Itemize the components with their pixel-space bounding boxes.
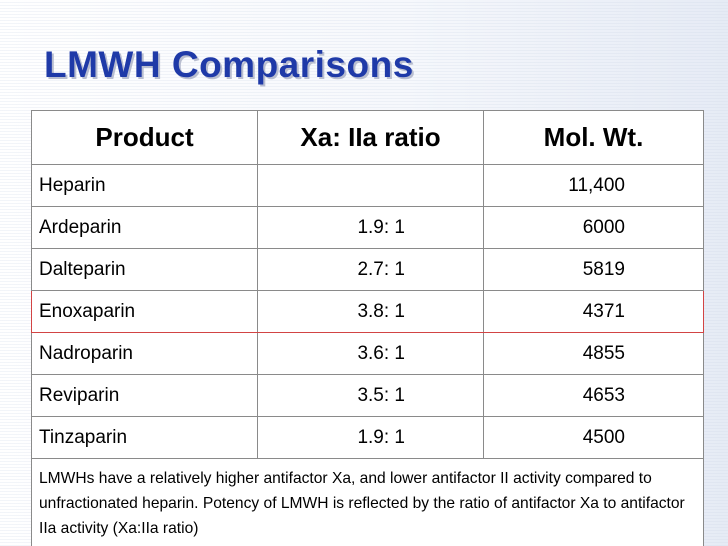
header-mol-wt: Mol. Wt. [483, 110, 704, 165]
table-row: Heparin 11,400 [31, 164, 704, 207]
slide-title: LMWH Comparisons [44, 44, 414, 85]
table-row-highlighted: Enoxaparin 3.8: 1 4371 [31, 290, 704, 333]
table-footnote: LMWHs have a relatively higher antifacto… [31, 458, 704, 546]
cell-mol-wt: 6000 [483, 206, 704, 249]
table-footnote-row: LMWHs have a relatively higher antifacto… [31, 458, 704, 546]
cell-mol-wt: 4500 [483, 416, 704, 459]
cell-mol-wt: 11,400 [483, 164, 704, 207]
cell-ratio: 2.7: 1 [257, 248, 484, 291]
cell-ratio: 3.8: 1 [257, 290, 484, 333]
cell-product: Enoxaparin [31, 290, 258, 333]
cell-product: Dalteparin [31, 248, 258, 291]
table-row: Ardeparin 1.9: 1 6000 [31, 206, 704, 249]
header-ratio: Xa: IIa ratio [257, 110, 484, 165]
table-row: Nadroparin 3.6: 1 4855 [31, 332, 704, 375]
cell-ratio: 3.5: 1 [257, 374, 484, 417]
cell-mol-wt: 4855 [483, 332, 704, 375]
cell-mol-wt: 4371 [483, 290, 704, 333]
cell-mol-wt: 4653 [483, 374, 704, 417]
table-row: Dalteparin 2.7: 1 5819 [31, 248, 704, 291]
cell-product: Nadroparin [31, 332, 258, 375]
table-header-row: Product Xa: IIa ratio Mol. Wt. [31, 110, 704, 165]
table-row: Reviparin 3.5: 1 4653 [31, 374, 704, 417]
cell-ratio [257, 164, 484, 207]
comparison-table: Product Xa: IIa ratio Mol. Wt. Heparin 1… [31, 110, 704, 546]
header-product: Product [31, 110, 258, 165]
cell-ratio: 1.9: 1 [257, 206, 484, 249]
cell-product: Reviparin [31, 374, 258, 417]
cell-product: Heparin [31, 164, 258, 207]
cell-product: Tinzaparin [31, 416, 258, 459]
cell-ratio: 1.9: 1 [257, 416, 484, 459]
cell-ratio: 3.6: 1 [257, 332, 484, 375]
table-row: Tinzaparin 1.9: 1 4500 [31, 416, 704, 459]
cell-mol-wt: 5819 [483, 248, 704, 291]
cell-product: Ardeparin [31, 206, 258, 249]
